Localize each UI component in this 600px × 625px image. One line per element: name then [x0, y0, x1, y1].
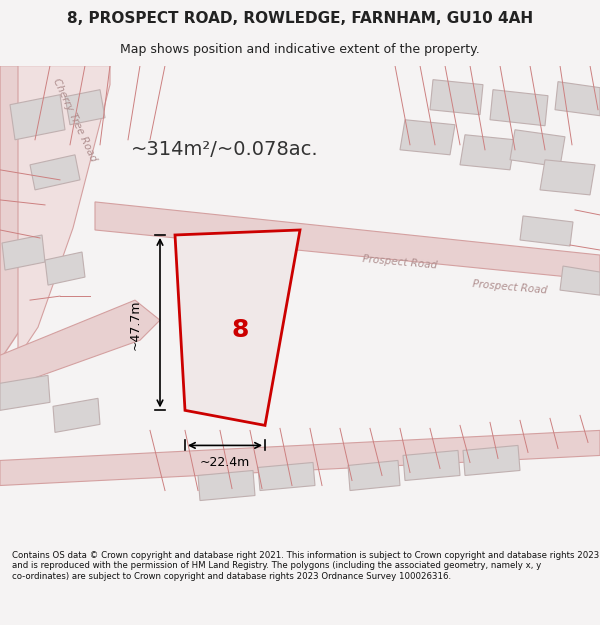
- Polygon shape: [0, 300, 160, 390]
- Text: Prospect Road: Prospect Road: [472, 279, 548, 296]
- Polygon shape: [555, 82, 600, 116]
- Polygon shape: [403, 451, 460, 481]
- Polygon shape: [463, 446, 520, 476]
- Polygon shape: [400, 120, 455, 155]
- Polygon shape: [30, 155, 80, 190]
- Text: Cherry Tree Road: Cherry Tree Road: [52, 76, 98, 163]
- Polygon shape: [0, 66, 95, 360]
- Polygon shape: [258, 462, 315, 491]
- Polygon shape: [0, 431, 600, 486]
- Polygon shape: [510, 130, 565, 167]
- Polygon shape: [560, 266, 600, 295]
- Text: Prospect Road: Prospect Road: [362, 254, 438, 270]
- Polygon shape: [45, 252, 85, 285]
- Polygon shape: [460, 135, 515, 170]
- Polygon shape: [490, 89, 548, 126]
- Polygon shape: [53, 398, 100, 432]
- Text: Contains OS data © Crown copyright and database right 2021. This information is : Contains OS data © Crown copyright and d…: [12, 551, 599, 581]
- Polygon shape: [198, 471, 255, 501]
- Polygon shape: [2, 235, 45, 270]
- Polygon shape: [10, 94, 65, 140]
- Text: ~22.4m: ~22.4m: [200, 456, 250, 469]
- Polygon shape: [0, 375, 50, 411]
- Polygon shape: [348, 461, 400, 491]
- Text: ~314m²/~0.078ac.: ~314m²/~0.078ac.: [131, 140, 319, 159]
- Polygon shape: [520, 216, 573, 246]
- Polygon shape: [175, 230, 300, 426]
- Text: 8, PROSPECT ROAD, ROWLEDGE, FARNHAM, GU10 4AH: 8, PROSPECT ROAD, ROWLEDGE, FARNHAM, GU1…: [67, 11, 533, 26]
- Polygon shape: [18, 66, 110, 358]
- Polygon shape: [95, 202, 600, 280]
- Polygon shape: [540, 160, 595, 195]
- Text: 8: 8: [232, 318, 248, 342]
- Text: ~47.7m: ~47.7m: [128, 300, 142, 351]
- Polygon shape: [65, 89, 105, 125]
- Text: Map shows position and indicative extent of the property.: Map shows position and indicative extent…: [120, 42, 480, 56]
- Polygon shape: [430, 79, 483, 115]
